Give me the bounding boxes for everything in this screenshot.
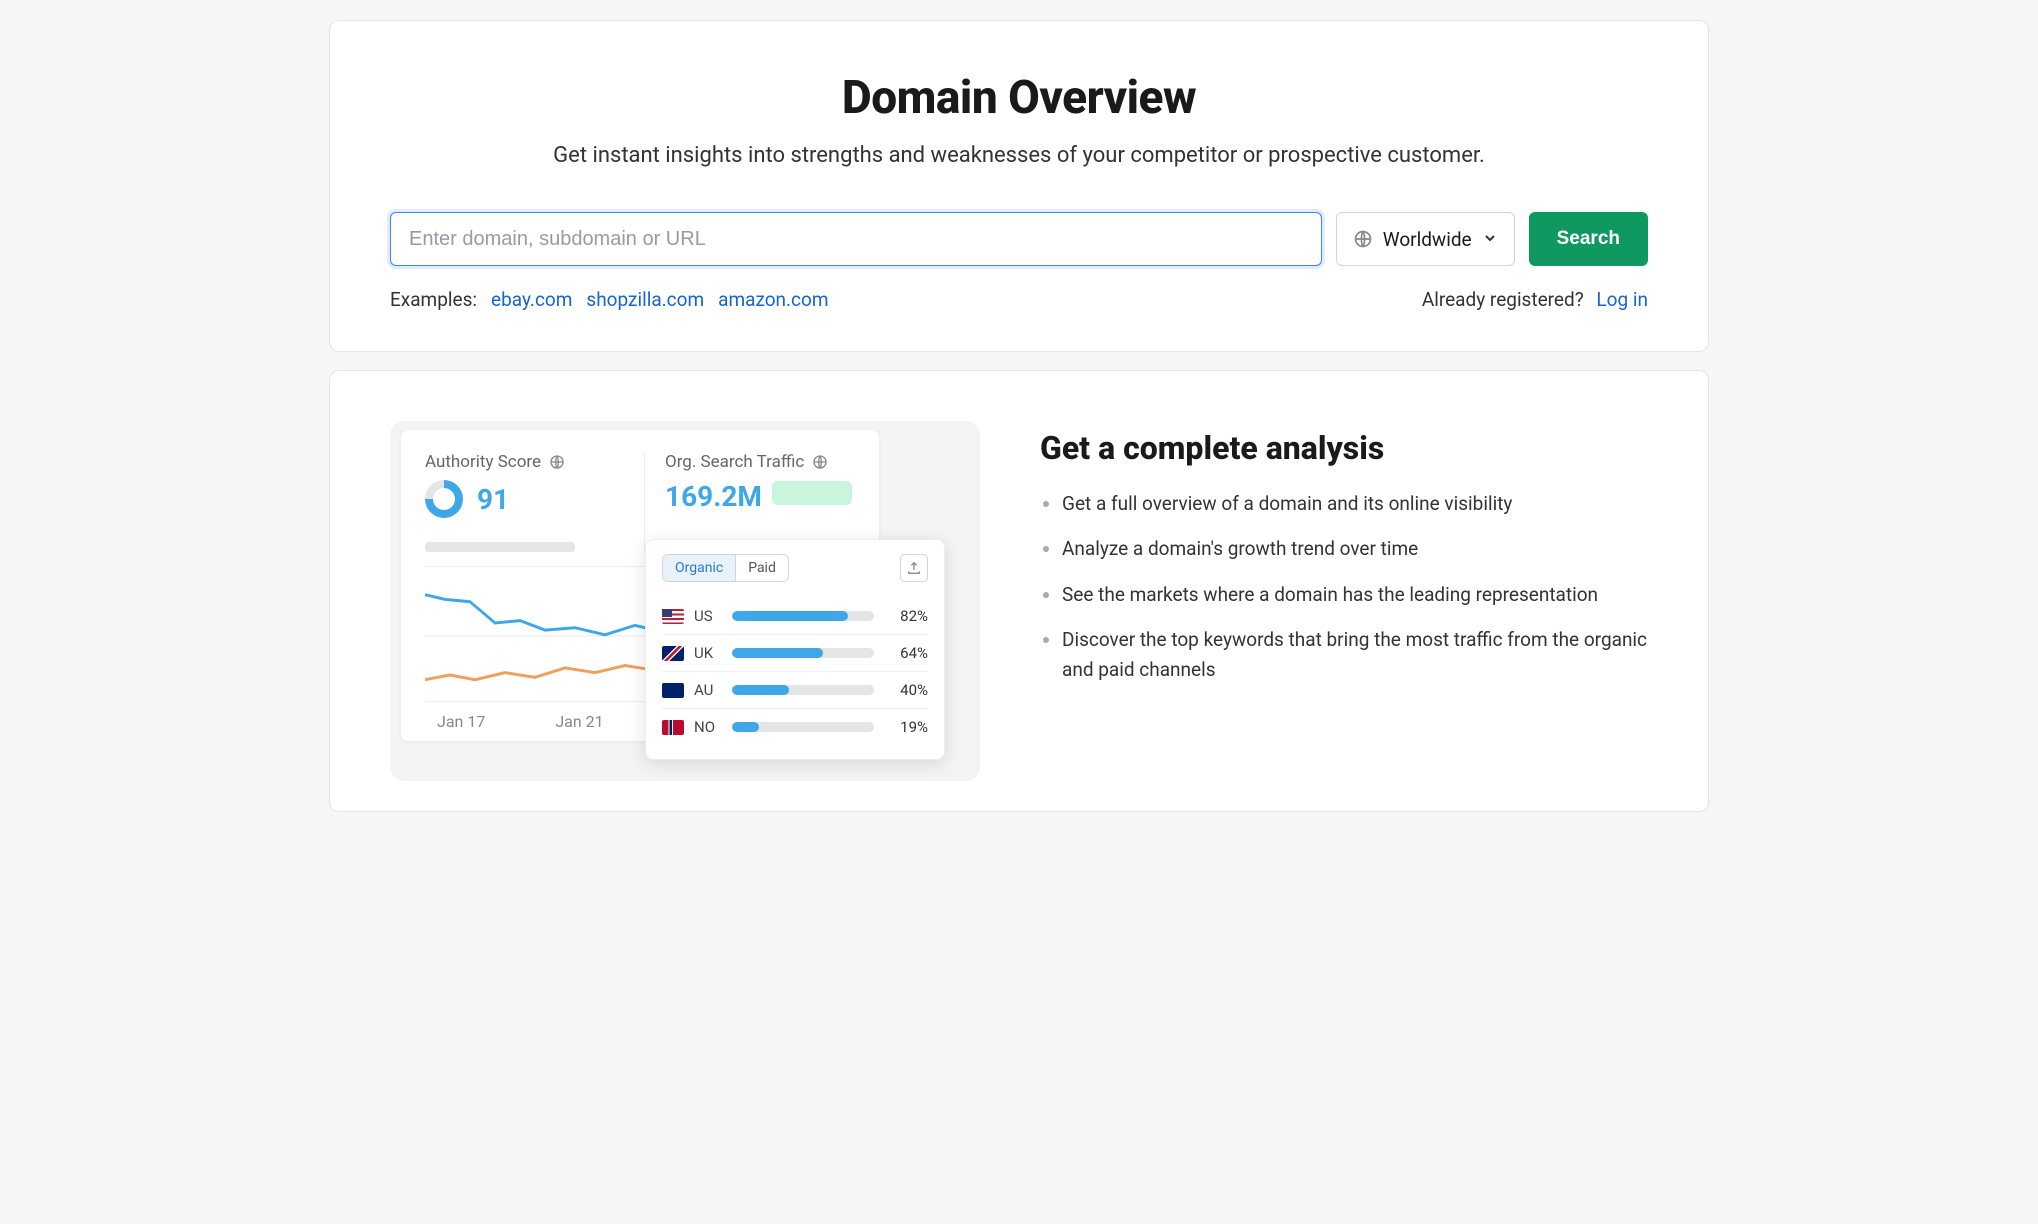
page-title: Domain Overview — [390, 71, 1648, 125]
share-pct: 19% — [884, 718, 928, 736]
examples-row: Examples: ebay.com shopzilla.com amazon.… — [390, 288, 1648, 311]
share-bar — [732, 685, 874, 695]
authority-donut-icon — [425, 480, 463, 518]
share-bar — [732, 611, 874, 621]
country-code: AU — [694, 681, 722, 699]
search-button[interactable]: Search — [1529, 212, 1648, 266]
analysis-text-col: Get a complete analysis Get a full overv… — [1040, 421, 1648, 700]
share-bar — [732, 722, 874, 732]
country-code: UK — [694, 644, 722, 662]
example-link[interactable]: ebay.com — [491, 288, 572, 311]
share-pct: 82% — [884, 607, 928, 625]
example-link[interactable]: amazon.com — [718, 288, 828, 311]
flag-icon — [662, 683, 684, 698]
region-label: Worldwide — [1383, 228, 1472, 251]
flag-icon — [662, 720, 684, 735]
chevron-down-icon — [1482, 228, 1498, 251]
authority-score-label: Authority Score — [425, 452, 644, 472]
already-registered-label: Already registered? — [1422, 288, 1584, 311]
country-code: US — [694, 607, 722, 625]
analysis-list: Get a full overview of a domain and its … — [1040, 489, 1648, 684]
share-pct: 40% — [884, 681, 928, 699]
example-link[interactable]: shopzilla.com — [586, 288, 704, 311]
search-row: Worldwide Search — [390, 212, 1648, 266]
export-button[interactable] — [900, 554, 928, 582]
country-row: UK 64% — [662, 634, 928, 671]
page-subtitle: Get instant insights into strengths and … — [390, 143, 1648, 168]
hero-card: Domain Overview Get instant insights int… — [329, 20, 1709, 352]
analysis-item: See the markets where a domain has the l… — [1062, 580, 1648, 609]
analysis-item: Analyze a domain's growth trend over tim… — [1062, 534, 1648, 563]
country-code: NO — [694, 718, 722, 736]
flag-icon — [662, 646, 684, 661]
trend-pill — [772, 481, 852, 505]
country-row: NO 19% — [662, 708, 928, 745]
x-label: Jan 17 — [437, 712, 485, 731]
country-row: AU 40% — [662, 671, 928, 708]
country-distribution-card: Organic Paid US 82% UK 64% AU 40% NO 19% — [645, 539, 945, 760]
domain-input[interactable] — [390, 212, 1322, 266]
globe-icon — [1353, 229, 1373, 249]
preview-widget: Authority Score 91 Org. Search Traffic — [390, 421, 980, 781]
share-bar — [732, 648, 874, 658]
country-row: US 82% — [662, 598, 928, 634]
globe-icon — [812, 454, 828, 470]
org-search-traffic-value: 169.2M — [665, 480, 762, 513]
tab-organic[interactable]: Organic — [663, 555, 736, 581]
region-select[interactable]: Worldwide — [1336, 212, 1515, 266]
analysis-card: Authority Score 91 Org. Search Traffic — [329, 370, 1709, 812]
analysis-item: Get a full overview of a domain and its … — [1062, 489, 1648, 518]
login-link[interactable]: Log in — [1596, 288, 1648, 311]
examples-label: Examples: — [390, 288, 477, 311]
analysis-item: Discover the top keywords that bring the… — [1062, 625, 1648, 684]
globe-icon — [549, 454, 565, 470]
org-search-traffic-label: Org. Search Traffic — [665, 452, 852, 472]
share-pct: 64% — [884, 644, 928, 662]
flag-icon — [662, 609, 684, 624]
tab-paid[interactable]: Paid — [736, 555, 788, 581]
authority-score-value: 91 — [477, 483, 509, 516]
skeleton-placeholder — [425, 542, 575, 552]
analysis-title: Get a complete analysis — [1040, 429, 1648, 467]
x-label: Jan 21 — [555, 712, 603, 731]
traffic-tabs: Organic Paid — [662, 554, 789, 582]
